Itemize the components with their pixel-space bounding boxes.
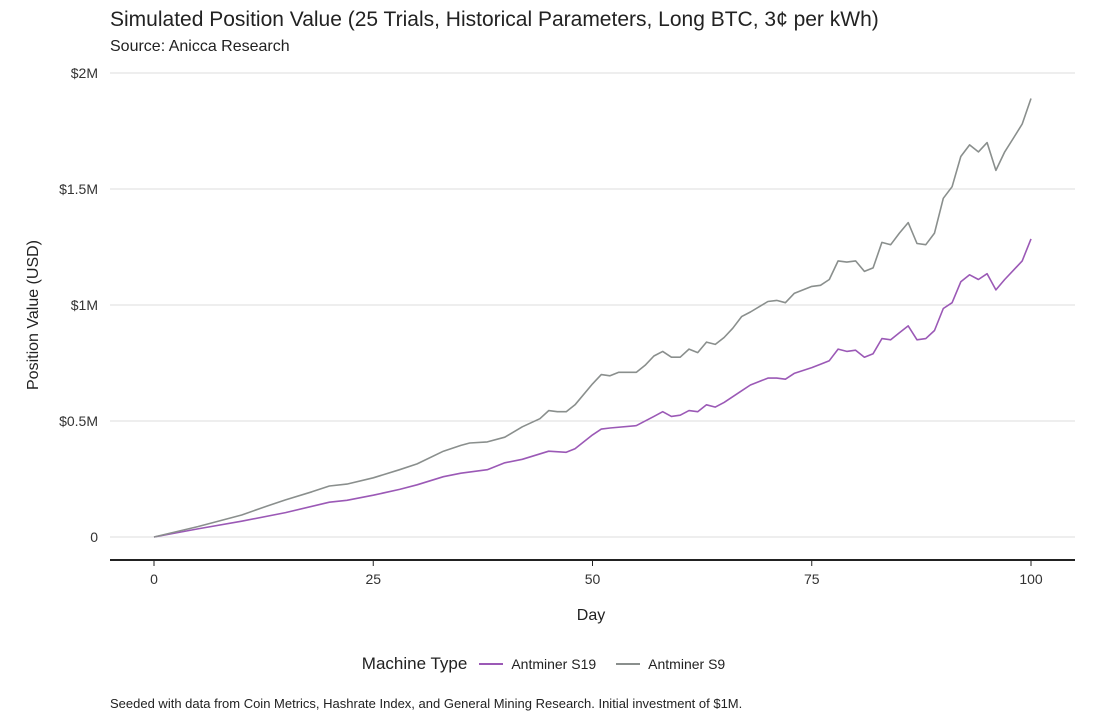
y-tick-label: $1M <box>71 297 98 313</box>
chart-subtitle: Source: Anicca Research <box>110 38 290 55</box>
series-line-antminer-s19 <box>153 238 1032 538</box>
legend-item-s9: Antminer S9 <box>616 656 725 672</box>
x-tick-label: 100 <box>1019 571 1043 587</box>
y-tick-label: $0.5M <box>59 413 98 429</box>
x-tick-label: 0 <box>150 571 158 587</box>
x-tick-label: 25 <box>365 571 381 587</box>
legend-label-s19: Antminer S19 <box>511 656 597 672</box>
legend-item-s19: Antminer S19 <box>479 656 596 672</box>
gridlines <box>110 72 1075 538</box>
legend: Machine Type Antminer S19 Antminer S9 <box>0 654 1107 674</box>
series-line-antminer-s9 <box>153 98 1032 538</box>
chart-title: Simulated Position Value (25 Trials, His… <box>110 8 879 31</box>
y-tick-label: $1.5M <box>59 181 98 197</box>
y-axis-title: Position Value (USD) <box>25 240 42 390</box>
x-axis-title: Day <box>577 607 605 624</box>
y-tick-label: 0 <box>90 529 98 545</box>
axes: 0 $0.5M $1M $1.5M $2M 0 25 50 75 100 <box>59 65 1075 587</box>
series-lines <box>153 98 1032 538</box>
legend-title: Machine Type <box>361 654 468 673</box>
x-tick-label: 75 <box>804 571 820 587</box>
legend-label-s9: Antminer S9 <box>648 656 726 672</box>
chart-caption: Seeded with data from Coin Metrics, Hash… <box>110 696 743 711</box>
x-tick-label: 50 <box>585 571 601 587</box>
y-tick-label: $2M <box>71 65 98 81</box>
legend-swatch-s19 <box>479 663 504 665</box>
legend-swatch-s9 <box>616 663 641 665</box>
